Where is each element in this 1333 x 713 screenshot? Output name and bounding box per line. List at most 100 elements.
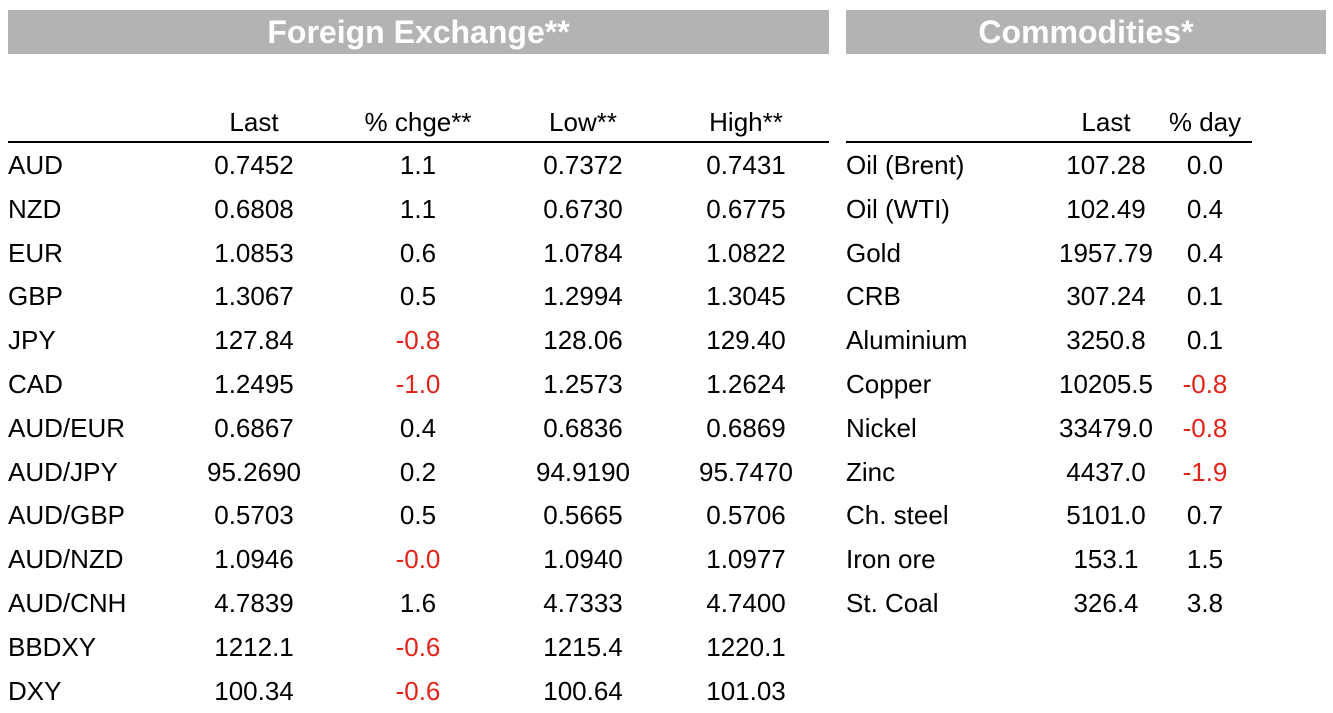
- fx-low-value: 0.6836: [543, 412, 623, 443]
- fx-last-value: 1.2495: [214, 368, 294, 399]
- fx-chge-value: 0.5: [399, 281, 437, 312]
- commodity-day-change: 0.4: [1186, 237, 1224, 268]
- fx-chge-value: 1.1: [399, 193, 437, 224]
- fx-table-row: EUR 1.0853 0.6 1.0784 1.0822: [8, 232, 829, 276]
- fx-col-chge-header: % chge**: [364, 107, 472, 137]
- fx-low-value: 0.7372: [543, 150, 623, 180]
- commodities-col-last-header: Last: [1081, 107, 1131, 137]
- commodity-day-change: 0.1: [1186, 325, 1224, 356]
- commodity-last-value: 102.49: [1066, 193, 1146, 224]
- fx-last-value: 100.34: [214, 675, 294, 706]
- fx-currency-name: AUD: [8, 150, 63, 180]
- commodity-day-change: 1.5: [1186, 544, 1224, 575]
- fx-table-row: NZD 0.6808 1.1 0.6730 0.6775: [8, 188, 829, 232]
- commodities-table-row: Nickel 33479.0 -0.8: [846, 407, 1252, 451]
- commodity-name: Ch. steel: [846, 500, 949, 531]
- commodities-table-row: Ch. steel 5101.0 0.7: [846, 494, 1252, 538]
- fx-currency-name: GBP: [8, 281, 63, 312]
- fx-high-value: 1.2624: [706, 368, 786, 399]
- commodities-table-row: CRB 307.24 0.1: [846, 275, 1252, 319]
- fx-col-high-header: High**: [709, 107, 783, 137]
- commodities-table-row: Iron ore 153.1 1.5: [846, 538, 1252, 582]
- fx-high-value: 95.7470: [699, 456, 793, 487]
- fx-high-value: 129.40: [706, 325, 786, 356]
- commodity-last-value: 3250.8: [1066, 325, 1146, 356]
- fx-last-value: 0.6867: [214, 412, 294, 443]
- commodity-day-change: -0.8: [1182, 368, 1228, 399]
- fx-table-row: JPY 127.84 -0.8 128.06 129.40: [8, 319, 829, 363]
- fx-low-value: 1215.4: [543, 631, 623, 662]
- fx-last-value: 0.7452: [214, 150, 294, 180]
- fx-currency-name: CAD: [8, 368, 63, 399]
- fx-high-value: 1.0977: [706, 544, 786, 575]
- fx-last-value: 95.2690: [207, 456, 301, 487]
- fx-currency-name: JPY: [8, 325, 56, 356]
- fx-table-row: CAD 1.2495 -1.0 1.2573 1.2624: [8, 363, 829, 407]
- commodity-last-value: 307.24: [1066, 281, 1146, 312]
- fx-high-value: 0.6869: [706, 412, 786, 443]
- commodity-last-value: 5101.0: [1066, 500, 1146, 531]
- commodity-name: Nickel: [846, 412, 917, 443]
- fx-currency-name: AUD/NZD: [8, 544, 124, 575]
- commodities-table-row: Oil (WTI) 102.49 0.4: [846, 188, 1252, 232]
- fx-last-value: 1212.1: [214, 631, 294, 662]
- fx-high-value: 1220.1: [706, 631, 786, 662]
- commodity-day-change: 0.1: [1186, 281, 1224, 312]
- commodity-name: Gold: [846, 237, 901, 268]
- fx-table-row: AUD/GBP 0.5703 0.5 0.5665 0.5706: [8, 494, 829, 538]
- fx-currency-name: AUD/EUR: [8, 412, 126, 443]
- fx-chge-value: 0.6: [399, 237, 437, 268]
- commodity-last-value: 4437.0: [1066, 456, 1146, 487]
- fx-table-row: BBDXY 1212.1 -0.6 1215.4 1220.1: [8, 626, 829, 670]
- fx-header-divider: [8, 141, 829, 143]
- commodity-name: Zinc: [846, 456, 896, 487]
- commodities-table-row: St. Coal 326.4 3.8: [846, 582, 1252, 626]
- fx-table-row: GBP 1.3067 0.5 1.2994 1.3045: [8, 275, 829, 319]
- commodity-name: CRB: [846, 281, 901, 312]
- commodity-name: Oil (WTI): [846, 193, 950, 224]
- fx-currency-name: AUD/JPY: [8, 456, 118, 487]
- fx-currency-name: AUD/CNH: [8, 587, 127, 618]
- commodity-last-value: 107.28: [1066, 150, 1146, 180]
- fx-high-value: 0.5706: [706, 500, 786, 531]
- fx-chge-value: 0.2: [399, 456, 437, 487]
- commodity-name: St. Coal: [846, 587, 939, 618]
- fx-low-value: 1.0940: [543, 544, 623, 575]
- fx-chge-value: -0.0: [395, 544, 441, 575]
- fx-high-value: 1.3045: [706, 281, 786, 312]
- fx-last-value: 1.0853: [214, 237, 294, 268]
- fx-col-low-header: Low**: [549, 107, 617, 137]
- commodity-last-value: 10205.5: [1059, 368, 1153, 399]
- fx-last-value: 1.3067: [214, 281, 294, 312]
- commodity-name: Iron ore: [846, 544, 936, 575]
- fx-last-value: 127.84: [214, 325, 294, 356]
- commodity-day-change: -1.9: [1182, 456, 1228, 487]
- fx-table-row: DXY 100.34 -0.6 100.64 101.03: [8, 670, 829, 713]
- fx-table-row: AUD 0.7452 1.1 0.7372 0.7431: [8, 144, 829, 188]
- fx-low-value: 100.64: [543, 675, 623, 706]
- fx-col-last-header: Last: [229, 107, 279, 137]
- commodities-panel-title: Commodities*: [846, 10, 1326, 54]
- commodities-table: Oil (Brent) 107.28 0.0 Oil (WTI) 102.49 0.4 Go…: [846, 144, 1252, 626]
- fx-currency-name: EUR: [8, 237, 63, 268]
- fx-chge-value: -0.6: [395, 631, 441, 662]
- fx-high-value: 0.7431: [706, 150, 786, 180]
- fx-panel-title: Foreign Exchange**: [8, 10, 829, 54]
- commodity-day-change: -0.8: [1182, 412, 1228, 443]
- fx-low-value: 94.9190: [536, 456, 630, 487]
- fx-low-value: 1.2994: [543, 281, 623, 312]
- fx-high-value: 4.7400: [706, 587, 786, 618]
- fx-low-value: 128.06: [543, 325, 623, 356]
- fx-last-value: 1.0946: [214, 544, 294, 575]
- fx-low-value: 1.0784: [543, 237, 623, 268]
- commodity-day-change: 0.7: [1186, 500, 1224, 531]
- fx-high-value: 1.0822: [706, 237, 786, 268]
- fx-chge-value: -0.6: [395, 675, 441, 706]
- fx-last-value: 0.6808: [214, 193, 294, 224]
- commodities-col-day-header: % day: [1168, 107, 1242, 137]
- commodities-header-divider: [846, 141, 1252, 143]
- fx-chge-value: 0.4: [399, 412, 437, 443]
- fx-chge-value: -1.0: [395, 368, 441, 399]
- fx-chge-value: 0.5: [399, 500, 437, 531]
- fx-last-value: 0.5703: [214, 500, 294, 531]
